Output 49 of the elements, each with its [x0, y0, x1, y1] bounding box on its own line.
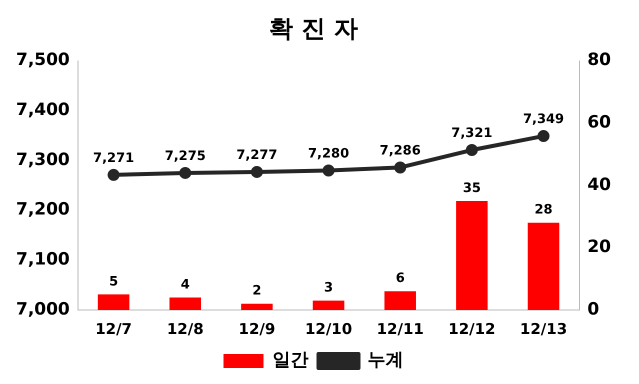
point	[250, 166, 263, 178]
y-tick-label: 7,000	[16, 299, 70, 320]
y-tick-label: 7,400	[16, 100, 70, 120]
y-tick-label: 7,100	[16, 250, 70, 270]
data-label: 7,277	[236, 148, 278, 163]
y2-tick-label: 0	[587, 299, 600, 320]
data-label: 7,271	[93, 150, 134, 166]
y-tick-label: 7,300	[16, 150, 70, 170]
bar	[169, 298, 202, 310]
point	[179, 166, 192, 179]
data-label: 35	[462, 180, 481, 196]
data-label: 28	[534, 202, 553, 218]
x-tick-label: 12/8	[166, 320, 204, 338]
x-tick-label: 12/9	[238, 320, 276, 338]
x-tick-label: 12/7	[95, 320, 132, 338]
chart-title: 확 진 자	[269, 14, 358, 43]
point	[466, 144, 478, 156]
y2-tick-label: 20	[587, 237, 612, 258]
bar	[528, 222, 560, 310]
x-tick-label: 12/10	[304, 320, 352, 338]
bar	[384, 291, 416, 310]
x-tick-label: 12/11	[376, 320, 424, 338]
data-label: 6	[396, 271, 405, 286]
bar	[456, 200, 488, 310]
legend-label: 일간	[272, 350, 308, 371]
y2-tick-label: 60	[587, 112, 612, 133]
data-label: 2	[252, 284, 262, 299]
data-label: 7,349	[522, 112, 564, 127]
point	[108, 168, 120, 181]
data-label: 7,280	[308, 146, 350, 162]
y2-tick-label: 80	[587, 50, 612, 70]
data-label: 7,286	[380, 143, 421, 158]
point	[322, 164, 335, 176]
bar	[312, 300, 344, 310]
y2-tick-label: 40	[587, 174, 612, 195]
point	[394, 161, 406, 174]
bar	[98, 294, 130, 310]
data-label: 7,275	[164, 148, 206, 164]
data-label: 5	[109, 274, 118, 290]
legend-label: 누계	[368, 350, 404, 371]
data-label: 4	[180, 277, 190, 292]
y-tick-label: 7,200	[16, 200, 70, 220]
point	[538, 130, 550, 142]
x-tick-label: 12/12	[448, 320, 496, 338]
x-tick-label: 12/13	[520, 320, 568, 338]
bar	[241, 304, 273, 310]
data-label: 3	[324, 280, 334, 296]
y-tick-label: 7,500	[16, 50, 70, 70]
data-label: 7,321	[451, 126, 492, 141]
